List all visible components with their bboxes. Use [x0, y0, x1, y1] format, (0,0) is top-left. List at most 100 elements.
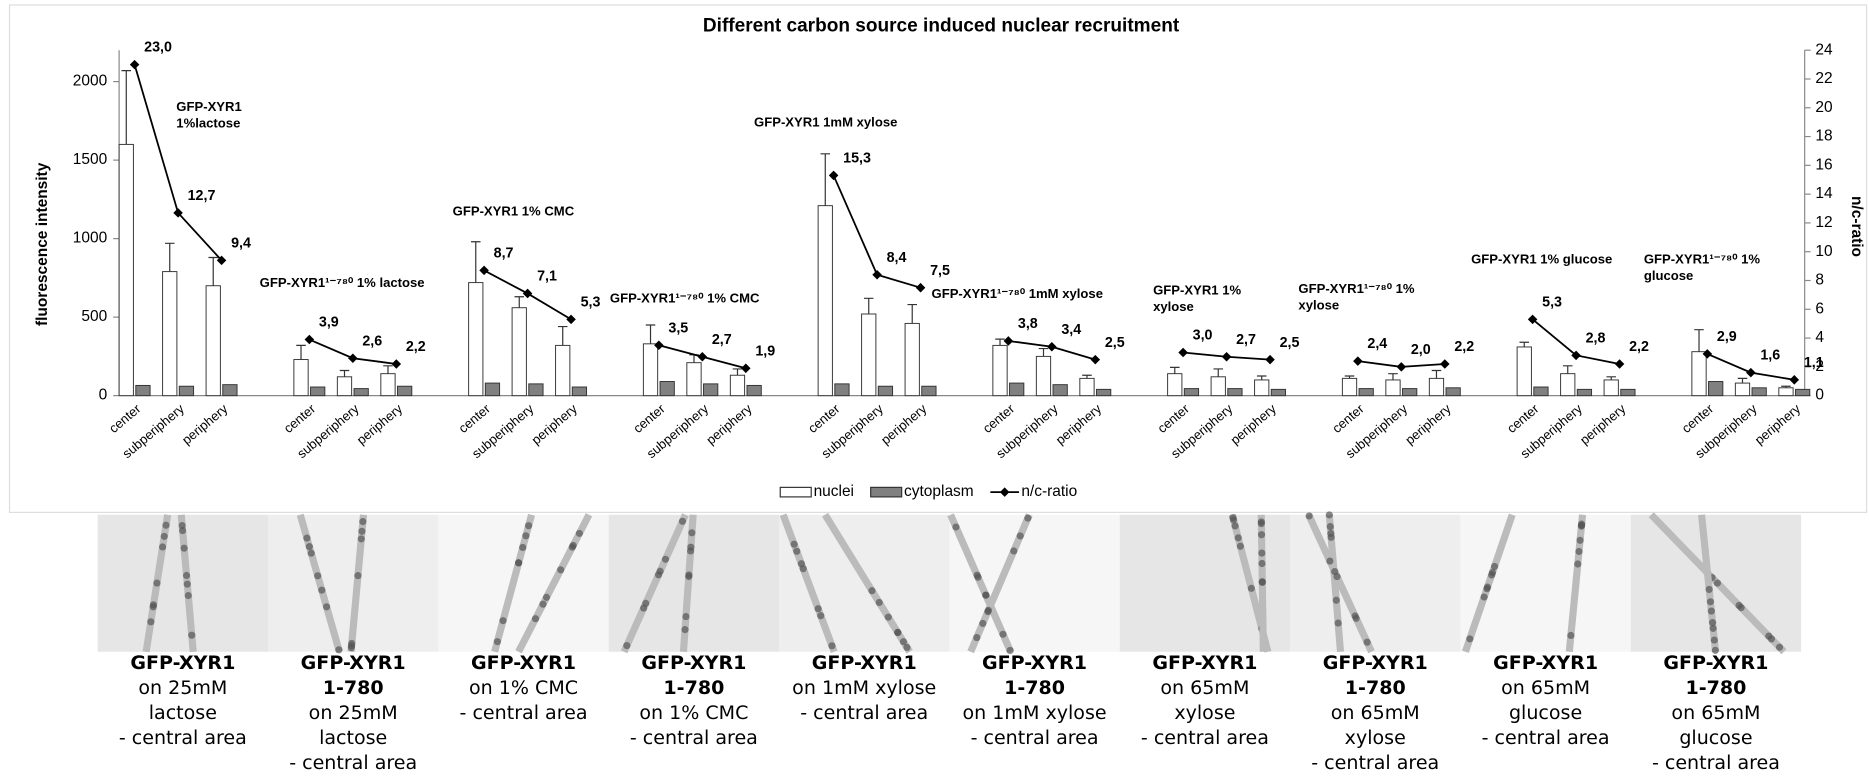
nucleus-dot	[494, 638, 501, 645]
caption-condition: on 1% CMC	[469, 677, 578, 699]
bar	[469, 283, 483, 396]
y2-tick-label: 10	[1815, 243, 1832, 260]
nucleus-dot	[1708, 607, 1715, 614]
nucleus-dot	[1489, 569, 1496, 576]
nucleus-dot	[576, 530, 583, 537]
y2-tick-label: 14	[1815, 185, 1833, 202]
caption-condition: - central area	[460, 702, 588, 724]
bar	[1561, 374, 1575, 396]
nucleus-dot	[1575, 548, 1582, 555]
nucleus-dot	[1364, 639, 1371, 646]
nucleus-dot	[1328, 534, 1335, 541]
nucleus-dot	[185, 592, 192, 599]
nucleus-dot	[1711, 637, 1718, 644]
nucleus-dot	[1335, 619, 1342, 626]
ratio-label: 2,5	[1280, 335, 1300, 351]
group-annotation: GFP-XYR1¹⁻⁷⁸⁰ 1% CMC	[610, 291, 760, 306]
nucleus-dot	[681, 626, 688, 633]
nucleus-dot	[900, 638, 907, 645]
nucleus-dot	[1306, 512, 1313, 519]
bar	[311, 387, 325, 396]
group-annotation: GFP-XYR1	[176, 99, 241, 114]
nucleus-dot	[623, 642, 630, 649]
caption-name: 1-780	[1004, 677, 1065, 699]
ratio-label: 9,4	[231, 235, 251, 251]
bar	[1386, 380, 1400, 396]
nucleus-dot	[974, 574, 981, 581]
caption-condition: on 1mM xylose	[963, 702, 1107, 724]
nucleus-dot	[894, 629, 901, 636]
ratio-label: 5,3	[581, 294, 601, 310]
bar	[1517, 347, 1531, 396]
nucleus-dot	[147, 618, 154, 625]
caption-condition: on 65mM	[1501, 677, 1590, 699]
ratio-label: 8,4	[887, 250, 907, 266]
ratio-label: 7,5	[930, 263, 950, 279]
bar	[1184, 389, 1198, 396]
y-tick-label: 0	[99, 387, 108, 404]
caption-condition: lactose	[319, 727, 387, 749]
nucleus-dot	[314, 572, 321, 579]
bar	[354, 389, 368, 396]
legend-label: nuclei	[814, 483, 854, 500]
nucleus-dot	[800, 565, 807, 572]
nucleus-dot	[828, 642, 835, 649]
group-annotation: GFP-XYR1 1mM xylose	[754, 114, 897, 129]
bar	[643, 344, 657, 396]
nucleus-dot	[1707, 598, 1714, 605]
nucleus-dot	[1258, 531, 1265, 538]
caption-condition: on 1% CMC	[639, 702, 748, 724]
bar	[1692, 352, 1706, 396]
micrographs	[98, 511, 1801, 654]
bar	[206, 286, 220, 396]
y2-tick-label: 6	[1815, 300, 1824, 317]
nucleus-dot	[1738, 604, 1745, 611]
caption-condition: - central area	[1141, 727, 1269, 749]
nucleus-dot	[1578, 521, 1585, 528]
bar	[163, 272, 177, 396]
nucleus-dot	[306, 543, 313, 550]
bar	[1779, 388, 1793, 396]
nucleus-dot	[1229, 514, 1236, 521]
nucleus-dot	[642, 600, 649, 607]
bar	[1255, 380, 1269, 396]
nucleus-dot	[1352, 612, 1359, 619]
nucleus-dot	[1574, 560, 1581, 567]
bar	[1735, 383, 1749, 396]
caption-condition: - central area	[289, 752, 417, 774]
caption-name: GFP-XYR1	[1493, 652, 1598, 674]
bar	[1342, 378, 1356, 395]
bar	[512, 308, 526, 396]
nucleus-dot	[358, 528, 365, 535]
nucleus-dot	[183, 572, 190, 579]
nucleus-dot	[1258, 520, 1265, 527]
bar	[660, 382, 674, 396]
group-annotation: GFP-XYR1 1% glucose	[1471, 251, 1612, 266]
nucleus-dot	[688, 529, 695, 536]
caption-condition: - central area	[1311, 752, 1439, 774]
bar	[905, 323, 919, 395]
bar	[1010, 383, 1024, 396]
caption-condition: on 1mM xylose	[792, 677, 936, 699]
caption-condition: on 25mM	[309, 702, 398, 724]
ratio-label: 2,6	[362, 333, 382, 349]
nucleus-dot	[655, 571, 662, 578]
caption-condition: on 25mM	[138, 677, 227, 699]
group-annotation: GFP-XYR1¹⁻⁷⁸⁰ 1% lactose	[260, 275, 425, 290]
group-annotation: GFP-XYR1¹⁻⁷⁸⁰ 1%	[1644, 251, 1761, 266]
bar	[529, 384, 543, 396]
caption-name: GFP-XYR1	[641, 652, 746, 674]
nucleus-dot	[679, 518, 686, 525]
caption-condition: glucose	[1679, 727, 1752, 749]
nucleus-dot	[515, 559, 522, 566]
bar	[294, 360, 308, 396]
legend-key	[780, 487, 811, 497]
caption-condition: - central area	[1482, 727, 1610, 749]
nucleus-dot	[522, 532, 529, 539]
nucleus-dot	[817, 612, 824, 619]
bar	[1577, 389, 1591, 395]
nucleus-dot	[1237, 543, 1244, 550]
bar	[1709, 382, 1723, 396]
nucleus-dot	[685, 571, 692, 578]
ratio-label: 5,3	[1542, 294, 1562, 310]
